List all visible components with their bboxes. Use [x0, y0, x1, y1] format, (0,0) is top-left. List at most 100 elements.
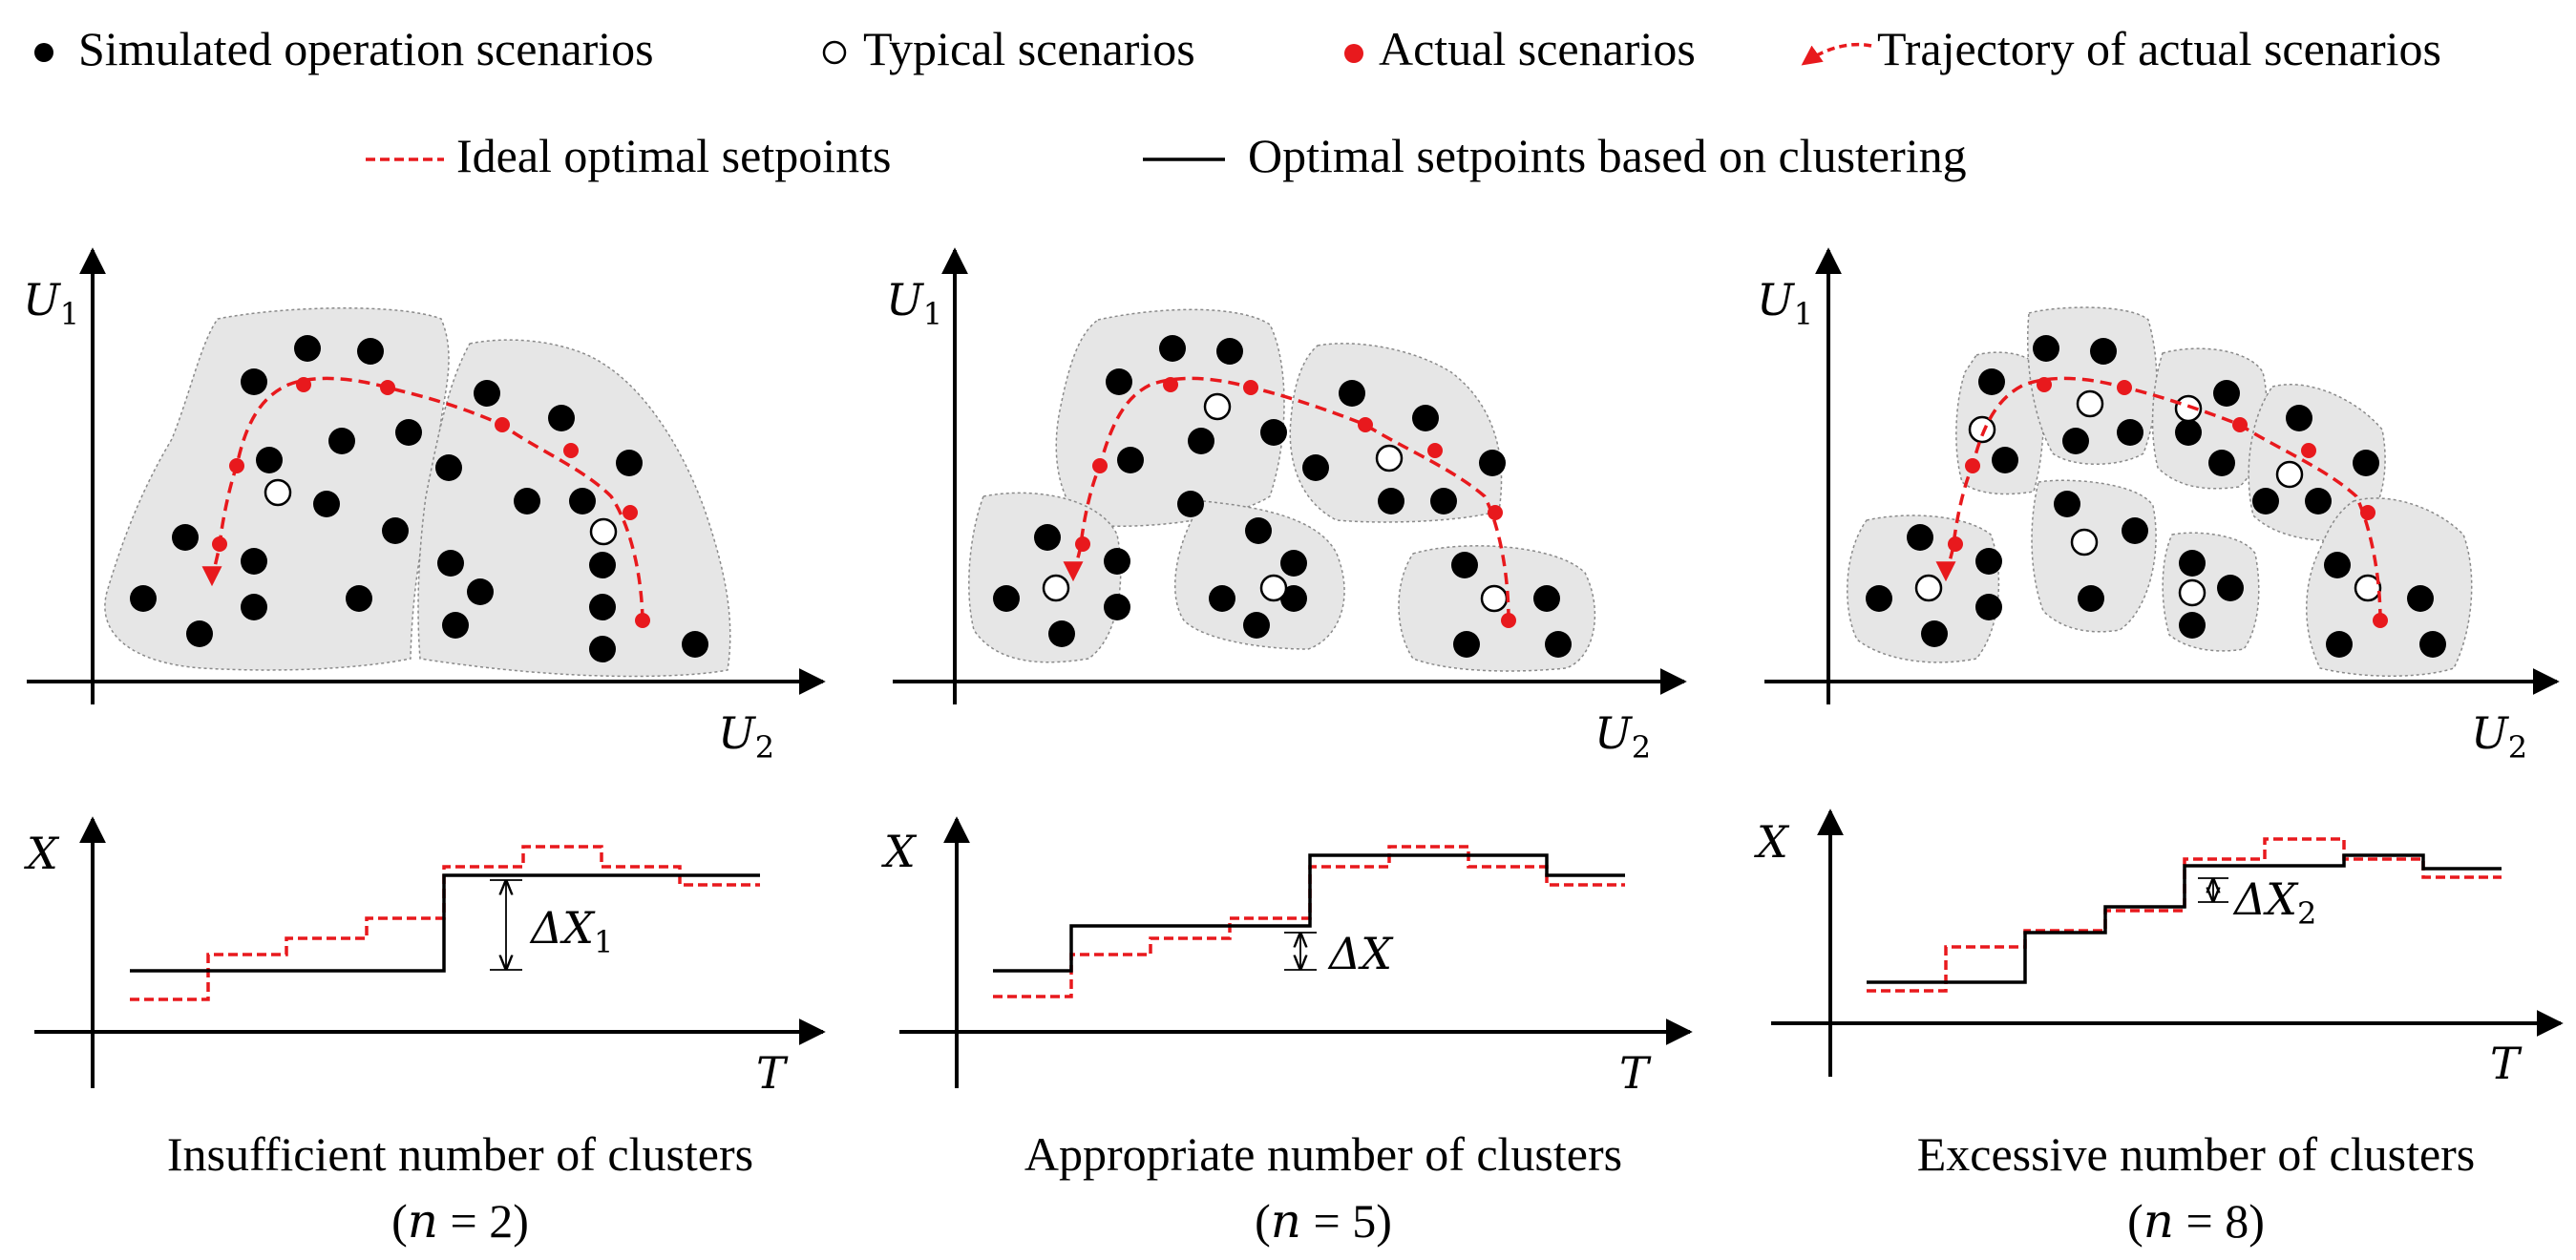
y-axis-label: U1 — [1757, 274, 1813, 332]
simulated-point — [2213, 380, 2240, 407]
simulated-point — [2090, 338, 2117, 365]
legend-typical: Typical scenarios — [863, 22, 1195, 75]
simulated-point — [2324, 552, 2351, 578]
simulated-point — [569, 488, 596, 514]
actual-point — [1075, 536, 1090, 552]
legend-ideal: Ideal optimal setpoints — [456, 129, 891, 182]
typical-point — [1203, 392, 1232, 421]
typical-points — [264, 478, 618, 546]
x-axis-label: U2 — [2471, 707, 2527, 766]
simulated-point — [2117, 419, 2143, 446]
simulated-point — [589, 594, 616, 620]
simulated-point — [2062, 428, 2089, 454]
typical-point — [264, 478, 292, 507]
scatter-plot: U1 U2 — [886, 247, 1687, 766]
simulated-point — [313, 491, 340, 517]
typical-point — [1259, 574, 1288, 602]
cluster-region — [2162, 532, 2260, 652]
simulated-point — [2033, 335, 2059, 362]
simulated-point — [2419, 631, 2446, 658]
actual-marker-icon — [1344, 44, 1363, 63]
typical-points — [1914, 389, 2382, 607]
simulated-point — [172, 524, 199, 551]
y-axis-label: X — [24, 828, 60, 879]
simulated-point — [1866, 585, 1892, 612]
actual-point — [1427, 443, 1443, 458]
clustering-setpoints-line — [993, 853, 1625, 973]
typical-point — [2076, 389, 2104, 418]
actual-point — [1948, 536, 1963, 552]
actual-point — [495, 417, 510, 432]
simulated-point — [1177, 491, 1204, 517]
cluster-region — [2248, 384, 2386, 542]
x-axis-label: T — [2490, 1038, 2523, 1089]
simulated-point — [2175, 419, 2202, 446]
trajectory-line — [201, 376, 644, 621]
simulated-point — [514, 488, 540, 514]
simulated-point — [2217, 575, 2244, 601]
cluster-region — [1173, 500, 1345, 650]
simulated-point — [1106, 368, 1132, 395]
actual-point — [1163, 377, 1178, 392]
simulated-point — [1533, 585, 1560, 612]
actual-point — [1488, 505, 1503, 520]
simulated-point — [1907, 524, 1933, 551]
simulated-point — [682, 631, 708, 658]
typical-point — [1914, 574, 1943, 602]
actual-trajectory — [1935, 376, 2388, 628]
trajectory-line — [1935, 376, 2382, 621]
simulated-marker-icon — [34, 43, 53, 62]
actual-point — [229, 458, 244, 473]
simulated-point — [1159, 335, 1186, 362]
simulated-point — [241, 548, 267, 575]
trajectory-line — [1063, 376, 1510, 621]
x-axis-label: U2 — [718, 707, 774, 766]
simulated-point — [357, 338, 384, 365]
simulated-point — [1451, 552, 1478, 578]
x-axis-label: U2 — [1594, 707, 1651, 766]
typical-points — [1042, 392, 1509, 613]
typical-point — [2178, 578, 2206, 607]
simulated-point — [589, 636, 616, 662]
simulated-point — [2122, 517, 2148, 544]
simulated-point — [2326, 631, 2353, 658]
simulated-point — [1034, 524, 1061, 551]
simulated-point — [2179, 550, 2206, 577]
simulated-point — [395, 419, 422, 446]
simulated-point — [1216, 338, 1243, 365]
simulated-point — [616, 450, 643, 476]
y-axis-label: X — [881, 826, 918, 877]
simulated-point — [1378, 488, 1404, 514]
actual-point — [1358, 417, 1373, 432]
typical-point — [1375, 444, 1404, 472]
simulated-point — [1117, 447, 1144, 473]
simulated-point — [1302, 454, 1329, 481]
simulated-point — [1975, 594, 2002, 620]
typical-point — [2275, 460, 2304, 489]
scatter-plot: U1 U2 — [1757, 247, 2560, 766]
typical-marker-icon — [822, 40, 847, 65]
delta-label: ΔX — [1327, 928, 1394, 979]
simulated-point — [346, 585, 372, 612]
actual-point — [1501, 613, 1516, 628]
simulated-point — [382, 517, 409, 544]
typical-point — [589, 517, 618, 546]
actual-point — [380, 380, 395, 395]
actual-point — [1965, 458, 1980, 473]
simulated-point — [1975, 548, 2002, 575]
y-axis-label: U1 — [886, 274, 942, 332]
step-plot: X T ΔX — [881, 816, 1693, 1099]
simulated-point — [1453, 631, 1480, 658]
simulated-point — [2286, 405, 2312, 431]
panel-appropriate: U1 U2 — [881, 247, 1693, 1248]
cluster-region — [2031, 479, 2157, 633]
typical-point — [2354, 574, 2382, 602]
simulated-point — [1243, 612, 1270, 639]
simulated-point — [130, 585, 157, 612]
panel-caption: Excessive number of clusters — [1917, 1127, 2476, 1181]
actual-point — [2373, 613, 2388, 628]
panel-caption: Insufficient number of clusters — [167, 1127, 753, 1181]
simulated-point — [1545, 631, 1572, 658]
typical-point — [1480, 584, 1509, 613]
